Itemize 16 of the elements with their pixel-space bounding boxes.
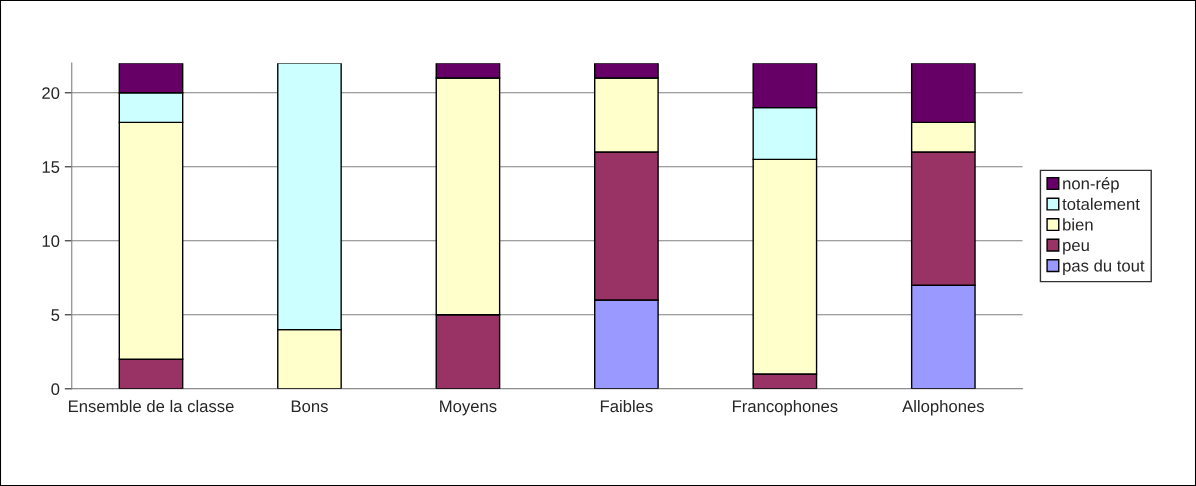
x-tick-label: Allophones [902, 399, 984, 416]
legend-label: pas du tout [1063, 259, 1145, 275]
x-tick-label: Faibles [600, 399, 653, 413]
y-tick-label: 20 [42, 87, 60, 99]
legend-label: non-rép [1063, 177, 1119, 193]
y-tick-label: 10 [42, 235, 60, 247]
y-tick-label: 0 [51, 383, 60, 395]
x-tick-label: Francophones [732, 399, 838, 416]
x-tick-label: Bons [291, 400, 328, 413]
legend-label: peu [1063, 241, 1089, 255]
y-tick-label: 5 [51, 309, 60, 321]
y-tick-label: 15 [42, 161, 60, 173]
legend-label: totalement [1062, 197, 1140, 211]
x-tick-label: Moyens [440, 400, 497, 416]
x-tick-label: Ensemble de la classe [68, 399, 234, 413]
legend-label: bien [1063, 218, 1093, 231]
